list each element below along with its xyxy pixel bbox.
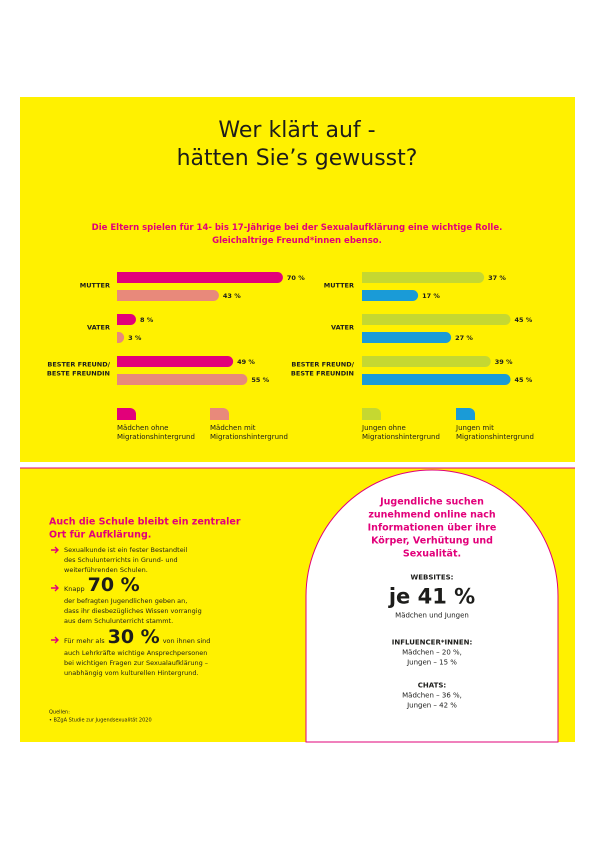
title: Wer klärt auf - [218, 118, 376, 143]
bullet-text: weiterführenden Schulen. [64, 565, 148, 574]
highlight: 30 % [107, 626, 160, 649]
bullet-text: Sexualkunde ist ein fester Bestandteil [64, 545, 188, 554]
section-heading: zunehmend online nach [368, 509, 496, 521]
arch [305, 469, 559, 743]
value-label: 3 % [128, 333, 142, 342]
source: • BZgA Studie zur Jugendsexualität 2020 [49, 717, 152, 724]
section-heading: Sexualität. [402, 548, 462, 560]
legend-swatch [210, 408, 229, 420]
value-label: 39 % [494, 357, 513, 366]
bar [362, 314, 511, 325]
bullet-arrow [51, 636, 59, 644]
title: hätten Sie’s gewusst? [176, 146, 418, 171]
section-heading: Informationen über ihre [367, 522, 497, 534]
legend-swatch [456, 408, 475, 420]
value-label: 27 % [455, 333, 473, 342]
lead-text: Für mehr als [64, 637, 105, 646]
bullet-lead: Für mehr als 30 % von ihnen sind [64, 628, 210, 647]
bullet-text: aus dem Schulunterricht stammt. [64, 616, 174, 625]
value-label: 37 % [488, 273, 506, 282]
value-label: 8 % [139, 315, 154, 324]
lead-text: von ihnen sind [162, 637, 211, 646]
bullet-text: des Schulunterrichts in Grund- und [64, 555, 178, 564]
legend-label: Mädchen mit Migrationshintergrund [210, 423, 288, 441]
bar [362, 290, 419, 301]
bullet-lead: Knapp 70 % [64, 576, 143, 595]
bullet-text: unabhängig vom kulturellen Hintergrund. [64, 668, 199, 677]
section-heading: Jugendliche suchen [380, 496, 484, 508]
bar [117, 290, 219, 301]
block-text: Mädchen und Jungen [395, 611, 469, 620]
bullet-arrow [51, 584, 59, 592]
bar [117, 332, 125, 343]
legend-swatch [117, 408, 136, 420]
bar [362, 374, 511, 385]
value-label: 45 % [514, 375, 533, 384]
bullet-text: der befragten Jugendlichen geben an, [64, 596, 188, 605]
block-text: Jungen – 42 % [407, 701, 457, 709]
section-heading: Ort für Aufklärung. [49, 529, 152, 541]
category-label: VATER [331, 323, 354, 332]
category-label: MUTTER [79, 281, 110, 290]
section-heading: Körper, Verhütung und [371, 535, 493, 547]
category-label: BESTER FREUND/ BESTE FREUNDIN [290, 360, 354, 378]
subtitle: Die Eltern spielen für 14- bis 17-Jährig… [91, 222, 503, 233]
bullet-text: auch Lehrkräfte wichtige Ansprechpersone… [64, 648, 208, 657]
legend-label: Jungen mit Migrationshintergrund [456, 423, 534, 441]
block-text: Mädchen – 20 %, [402, 648, 462, 657]
value-label: 49 % [237, 357, 255, 366]
block-text: Mädchen – 36 %, [402, 691, 462, 700]
legend-swatch [362, 408, 381, 420]
bullet-arrow [51, 546, 59, 554]
bullet-text: bei wichtigen Fragen zur Sexualaufklärun… [64, 658, 209, 667]
bar [362, 356, 491, 367]
value-label: 55 % [251, 375, 270, 384]
bar [117, 374, 248, 385]
bar [117, 356, 234, 367]
highlight: 70 % [87, 574, 140, 597]
legend-label: Mädchen ohne Migrationshintergrund [117, 423, 195, 441]
section-heading: Auch die Schule bleibt ein zentraler [49, 516, 241, 528]
highlight: je 41 % [388, 584, 476, 609]
bar [362, 332, 452, 343]
legend-label: Jungen ohne Migrationshintergrund [362, 423, 440, 441]
bar [362, 272, 485, 283]
lead-text: Knapp [64, 585, 85, 594]
value-label: 45 % [514, 315, 533, 324]
value-label: 17 % [422, 291, 440, 300]
value-label: 43 % [222, 291, 241, 300]
subtitle: Gleichaltrige Freund*innen ebenso. [212, 235, 382, 246]
bar [117, 314, 136, 325]
category-label: MUTTER [323, 281, 354, 290]
source: Quellen: [49, 709, 70, 716]
block-label: CHATS: [417, 681, 447, 690]
block-text: Jungen – 15 % [407, 658, 457, 666]
category-label: BESTER FREUND/ BESTE FREUNDIN [46, 360, 110, 378]
category-label: VATER [87, 323, 110, 332]
block-label: INFLUENCER*INNEN: [391, 638, 473, 647]
block-label: WEBSITES: [410, 573, 454, 582]
bar [117, 272, 283, 283]
value-label: 70 % [286, 273, 305, 282]
bullet-text: dass ihr diesbezügliches Wissen vorrangi… [64, 606, 202, 615]
